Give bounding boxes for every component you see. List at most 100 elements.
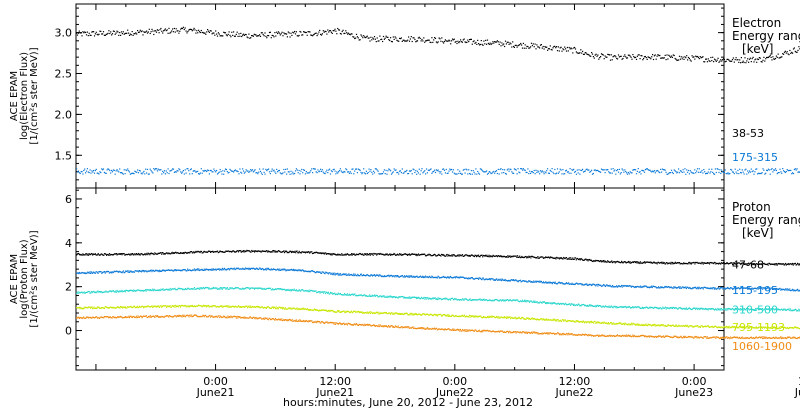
proton-data-point <box>161 270 163 272</box>
electron-data-point <box>478 172 480 174</box>
proton-data-point <box>792 262 794 265</box>
proton-data-point <box>541 302 543 304</box>
electron-data-point <box>96 172 98 174</box>
proton-data-point <box>141 269 143 272</box>
proton-data-point <box>207 269 210 271</box>
electron-data-point <box>653 55 655 57</box>
electron-data-point <box>663 57 665 59</box>
electron-data-point <box>565 50 568 52</box>
proton-data-point <box>508 255 510 258</box>
proton-data-point <box>93 271 95 273</box>
electron-ytick-label: 2.5 <box>55 68 73 81</box>
electron-data-point <box>610 168 612 170</box>
proton-data-point <box>304 290 306 292</box>
electron-data-point <box>708 168 710 170</box>
proton-data-point <box>687 286 689 288</box>
proton-data-point <box>175 269 177 271</box>
electron-data-point <box>245 34 247 36</box>
electron-data-point <box>434 37 436 39</box>
electron-data-point <box>205 170 207 172</box>
proton-data-point <box>289 269 291 271</box>
proton-data-point <box>697 286 699 288</box>
proton-data-point <box>774 308 776 310</box>
proton-data-point <box>431 297 433 300</box>
electron-legend-entry: 38-53 <box>732 127 764 140</box>
electron-data-point <box>339 32 341 35</box>
proton-data-point <box>784 263 786 265</box>
proton-data-point <box>591 284 593 287</box>
proton-data-point <box>773 288 775 290</box>
proton-data-point <box>346 253 348 255</box>
proton-data-point <box>413 296 415 298</box>
proton-data-point <box>219 287 221 289</box>
electron-data-point <box>744 57 746 59</box>
proton-data-point <box>215 251 217 253</box>
electron-data-point <box>180 171 182 173</box>
proton-data-point <box>287 288 289 291</box>
proton-data-point <box>671 263 673 265</box>
proton-data-point <box>720 287 722 289</box>
electron-data-point <box>270 170 272 172</box>
proton-data-point <box>84 272 86 274</box>
electron-data-point <box>403 172 405 174</box>
electron-data-point <box>782 53 784 55</box>
proton-data-point <box>376 274 378 276</box>
proton-data-point <box>570 283 572 285</box>
electron-data-point <box>635 56 637 58</box>
proton-data-point <box>98 271 100 273</box>
proton-data-point <box>85 272 87 274</box>
proton-data-point <box>662 286 664 289</box>
proton-data-point <box>256 251 258 253</box>
proton-data-point <box>741 262 743 264</box>
proton-data-point <box>705 262 707 264</box>
electron-data-point <box>355 168 357 170</box>
proton-data-point <box>244 287 247 289</box>
proton-data-point <box>168 269 170 271</box>
electron-data-point <box>278 169 280 172</box>
electron-data-point <box>203 170 205 172</box>
electron-data-point <box>704 171 706 173</box>
proton-data-point <box>163 253 165 255</box>
electron-data-point <box>677 59 679 61</box>
electron-data-point <box>303 31 305 33</box>
electron-data-point <box>202 170 204 172</box>
proton-data-point <box>678 286 680 288</box>
proton-data-point <box>308 270 310 272</box>
proton-data-point <box>103 291 105 293</box>
proton-data-point <box>491 299 494 301</box>
electron-data-point <box>776 56 778 58</box>
electron-data-point <box>486 173 489 175</box>
proton-data-point <box>337 274 339 276</box>
proton-data-point <box>324 252 326 254</box>
proton-data-point <box>428 276 430 278</box>
electron-data-point <box>106 169 108 171</box>
proton-data-point <box>205 251 207 253</box>
proton-data-point <box>151 289 153 292</box>
proton-data-point <box>124 254 126 256</box>
proton-data-point <box>148 270 150 272</box>
proton-data-point <box>692 262 694 264</box>
electron-data-point <box>500 45 502 47</box>
proton-data-point <box>778 288 780 290</box>
proton-data-point <box>722 308 724 311</box>
electron-data-point <box>351 33 353 35</box>
proton-data-point <box>417 276 420 278</box>
proton-data-point <box>718 309 720 311</box>
proton-data-point <box>353 275 355 277</box>
proton-data-point <box>426 254 428 256</box>
proton-data-point <box>426 297 428 299</box>
proton-data-point <box>133 253 136 255</box>
proton-data-point <box>535 301 537 304</box>
proton-data-point <box>702 287 704 289</box>
proton-data-point <box>651 306 653 309</box>
proton-data-point <box>729 262 732 264</box>
electron-data-point <box>665 59 667 61</box>
proton-data-point <box>329 272 331 274</box>
proton-data-point <box>92 271 94 273</box>
proton-data-point <box>794 309 796 311</box>
proton-data-point <box>719 308 721 310</box>
proton-data-point <box>462 298 464 300</box>
electron-data-point <box>783 51 786 53</box>
proton-data-point <box>345 294 347 296</box>
proton-data-point <box>384 296 386 298</box>
